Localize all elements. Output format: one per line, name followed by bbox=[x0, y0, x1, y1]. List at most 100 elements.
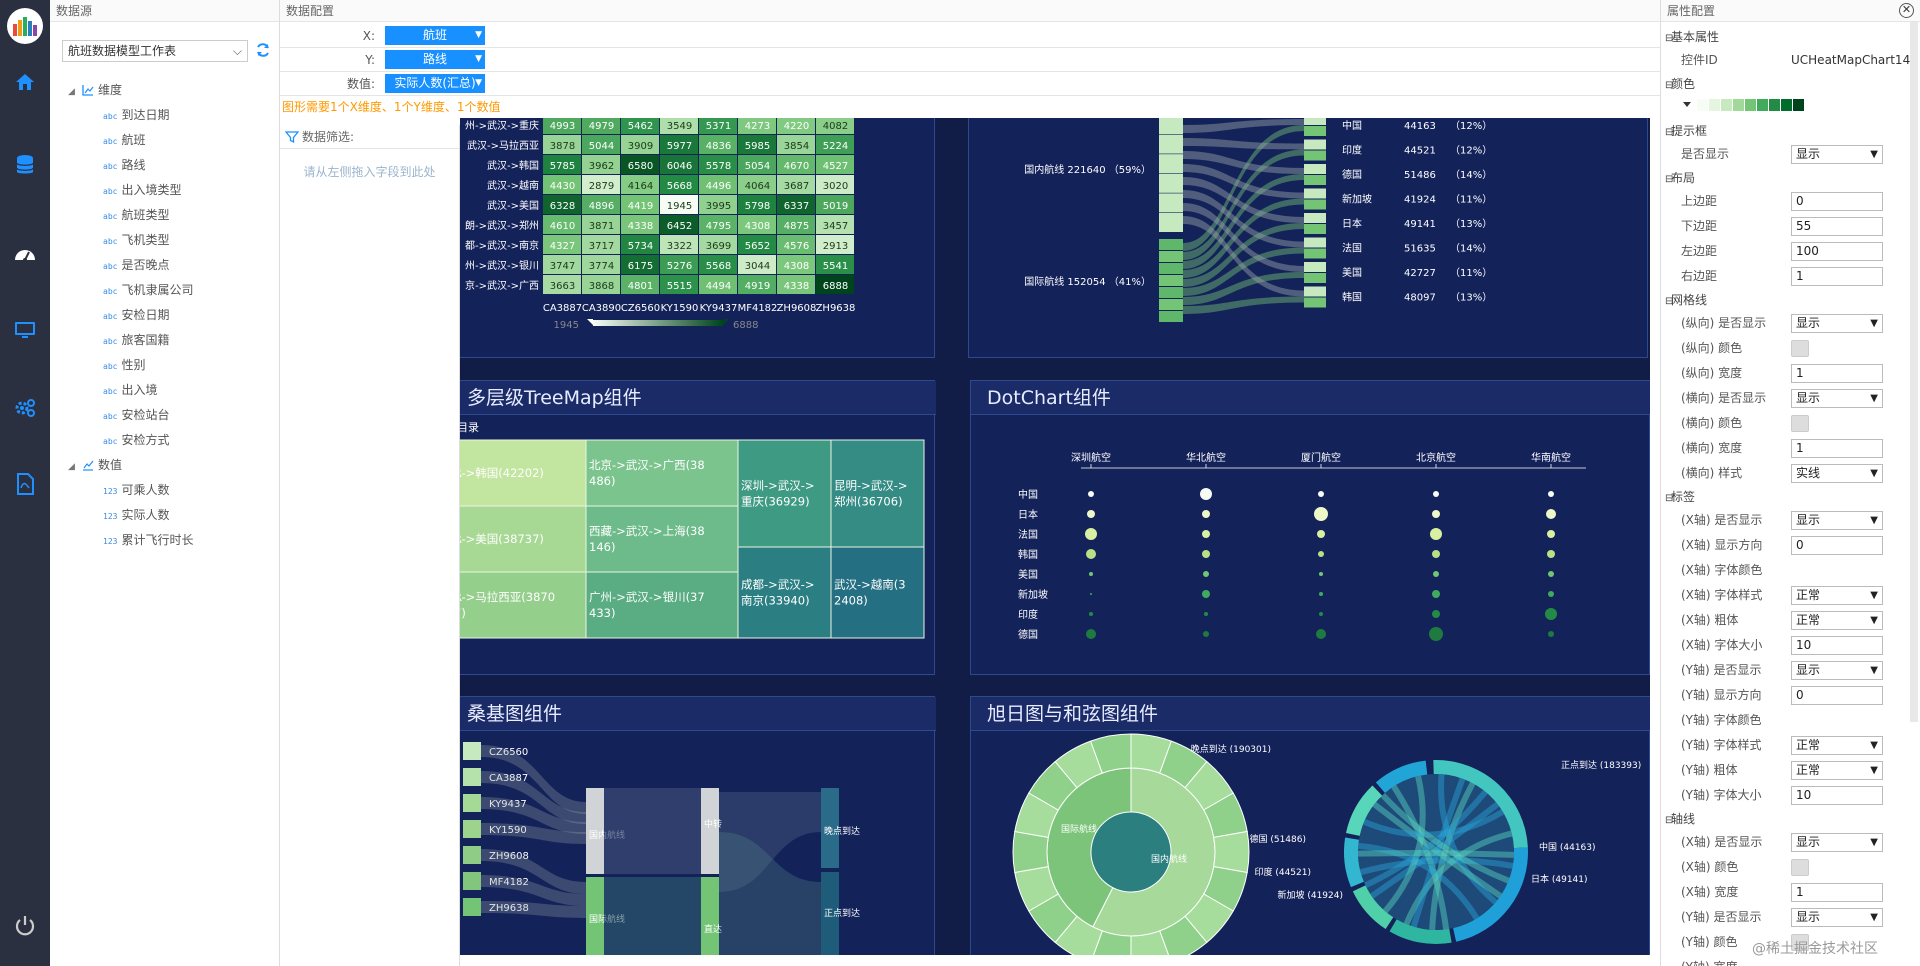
sankey-node[interactable] bbox=[1304, 164, 1326, 174]
property-section[interactable]: ⊟轴线 bbox=[1661, 808, 1916, 830]
refresh-icon[interactable] bbox=[255, 42, 271, 58]
sankey-node[interactable] bbox=[1304, 175, 1326, 185]
dotchart-dot[interactable] bbox=[1317, 530, 1325, 538]
property-select[interactable]: 实线 ▼ bbox=[1791, 464, 1883, 483]
property-section[interactable]: ⊟布局 bbox=[1661, 167, 1916, 189]
heatmap-cell[interactable]: 3020 bbox=[816, 175, 854, 194]
heatmap-cell[interactable]: 5541 bbox=[816, 255, 854, 274]
dotchart-dot[interactable] bbox=[1089, 572, 1093, 576]
property-input[interactable]: 1 bbox=[1791, 364, 1883, 383]
model-select[interactable]: 航班数据模型工作表 ⌵ bbox=[62, 40, 248, 62]
sunburst-panel[interactable]: 旭日图与和弦图组件 国内航线 国际航线 晚点到达 (190301) 正点到达 (183… bbox=[970, 696, 1650, 955]
chord-ribbon[interactable] bbox=[1362, 809, 1505, 838]
property-input[interactable]: 0 bbox=[1791, 192, 1883, 211]
dotchart-dot[interactable] bbox=[1432, 550, 1440, 558]
property-section[interactable]: ⊟颜色 bbox=[1661, 73, 1916, 95]
sankey-node[interactable] bbox=[1304, 237, 1326, 248]
heatmap-cell[interactable]: 5668 bbox=[660, 175, 698, 194]
dotchart-dot[interactable] bbox=[1200, 488, 1212, 500]
treemap-cell[interactable]: 深圳->武汉->重庆(36929) bbox=[737, 439, 832, 548]
heatmap-cell[interactable]: 3044 bbox=[738, 255, 776, 274]
treemap-cell[interactable]: 武汉->越南(3 2408) bbox=[830, 546, 925, 639]
heatmap-cell[interactable]: 3868 bbox=[582, 275, 620, 294]
caret-down-icon[interactable]: ◢ bbox=[68, 462, 75, 472]
heatmap-cell[interactable]: 4801 bbox=[621, 275, 659, 294]
field-item[interactable]: abc 到达日期 bbox=[60, 103, 275, 128]
heatmap-cell[interactable]: 4082 bbox=[816, 118, 854, 134]
chord-ribbon[interactable] bbox=[1369, 801, 1500, 899]
sankey-node[interactable] bbox=[1159, 311, 1183, 322]
sankey-link[interactable] bbox=[1183, 247, 1304, 297]
dotchart-dot[interactable] bbox=[1090, 593, 1092, 595]
sankey-link[interactable] bbox=[1183, 151, 1304, 174]
heatmap-cell[interactable]: 4494 bbox=[699, 275, 737, 294]
dotchart-dot[interactable] bbox=[1432, 610, 1440, 618]
sankey-link[interactable] bbox=[1183, 177, 1304, 223]
close-icon[interactable]: ✕ bbox=[1899, 3, 1914, 18]
treemap-cell[interactable]: 西藏->武汉->上海(38 146) bbox=[585, 505, 739, 573]
heatmap-cell[interactable]: 5515 bbox=[660, 275, 698, 294]
sankey-node[interactable] bbox=[463, 846, 481, 864]
chord-ribbon[interactable] bbox=[1410, 777, 1466, 928]
sankey-link[interactable] bbox=[1183, 203, 1304, 272]
sankey-node[interactable] bbox=[463, 742, 481, 760]
sankey-node[interactable] bbox=[463, 872, 481, 890]
field-item[interactable]: abc 安检站台 bbox=[60, 403, 275, 428]
property-select[interactable]: 正常 ▼ bbox=[1791, 736, 1883, 755]
palette-swatch[interactable] bbox=[1697, 99, 1708, 111]
dotchart-dot[interactable] bbox=[1314, 507, 1328, 521]
palette-swatch[interactable] bbox=[1745, 99, 1756, 111]
heatmap-cell[interactable]: 4576 bbox=[777, 235, 815, 254]
sankey-node[interactable] bbox=[1159, 173, 1183, 193]
dashboard-icon[interactable] bbox=[13, 242, 37, 266]
chord-group-arc[interactable] bbox=[1375, 760, 1428, 793]
heatmap-cell[interactable]: 4430 bbox=[543, 175, 581, 194]
dotchart-dot[interactable] bbox=[1203, 571, 1209, 577]
sankey-node[interactable] bbox=[1304, 273, 1326, 283]
property-section[interactable]: ⊟网格线 bbox=[1661, 289, 1916, 311]
field-item[interactable]: abc 安检方式 bbox=[60, 428, 275, 453]
field-item[interactable]: 123 实际人数 bbox=[60, 503, 275, 528]
property-input[interactable]: 0 bbox=[1791, 686, 1883, 705]
heatmap-cell[interactable]: 4836 bbox=[699, 135, 737, 154]
sunburst-segment[interactable] bbox=[1090, 733, 1132, 774]
heatmap-cell[interactable]: 5276 bbox=[660, 255, 698, 274]
palette-swatch[interactable] bbox=[1769, 99, 1780, 111]
field-item[interactable]: 123 可乘人数 bbox=[60, 478, 275, 503]
property-select[interactable]: 正常 ▼ bbox=[1791, 761, 1883, 780]
sunburst-segment[interactable] bbox=[1213, 830, 1250, 874]
chord-ribbon[interactable] bbox=[1359, 857, 1514, 876]
sankey-node[interactable] bbox=[1159, 263, 1183, 274]
chord-group-arc[interactable] bbox=[1433, 760, 1528, 849]
sankey-node[interactable] bbox=[1304, 118, 1326, 125]
sankey-node[interactable] bbox=[463, 898, 481, 916]
heatmap-cell[interactable]: 2879 bbox=[582, 175, 620, 194]
chord-group-arc[interactable] bbox=[1453, 847, 1528, 942]
x-axis-field-button[interactable]: 航班 ▼ bbox=[385, 26, 485, 45]
sankey-node[interactable] bbox=[1159, 275, 1183, 286]
sankey-link[interactable] bbox=[481, 823, 586, 844]
sankey-node[interactable] bbox=[701, 788, 719, 874]
heatmap-cell[interactable]: 4419 bbox=[621, 195, 659, 214]
field-item[interactable]: abc 性别 bbox=[60, 353, 275, 378]
sankey-node[interactable] bbox=[701, 877, 719, 955]
dotchart-dot[interactable] bbox=[1318, 551, 1324, 557]
dotchart-dot[interactable] bbox=[1202, 590, 1210, 598]
heatmap-cell[interactable]: 5462 bbox=[621, 118, 659, 134]
heatmap-cell[interactable]: 6337 bbox=[777, 195, 815, 214]
sankey-node[interactable] bbox=[1304, 213, 1326, 223]
property-input[interactable]: 10 bbox=[1791, 786, 1883, 805]
heatmap-cell[interactable]: 5985 bbox=[738, 135, 776, 154]
dotchart-dot[interactable] bbox=[1433, 571, 1439, 577]
property-select[interactable]: 显示 ▼ bbox=[1791, 661, 1883, 680]
heatmap-cell[interactable]: 4308 bbox=[777, 255, 815, 274]
sankey-node[interactable] bbox=[1159, 154, 1183, 174]
heatmap-cell[interactable]: 3322 bbox=[660, 235, 698, 254]
settings-icon[interactable] bbox=[13, 396, 37, 420]
property-select[interactable]: 正常 ▼ bbox=[1791, 611, 1883, 630]
color-swatch[interactable] bbox=[1791, 859, 1809, 876]
chord-ribbon[interactable] bbox=[1429, 781, 1476, 931]
heatmap-cell[interactable]: 4273 bbox=[738, 118, 776, 134]
property-input[interactable]: 1 bbox=[1791, 439, 1883, 458]
dotchart-dot[interactable] bbox=[1548, 491, 1554, 497]
